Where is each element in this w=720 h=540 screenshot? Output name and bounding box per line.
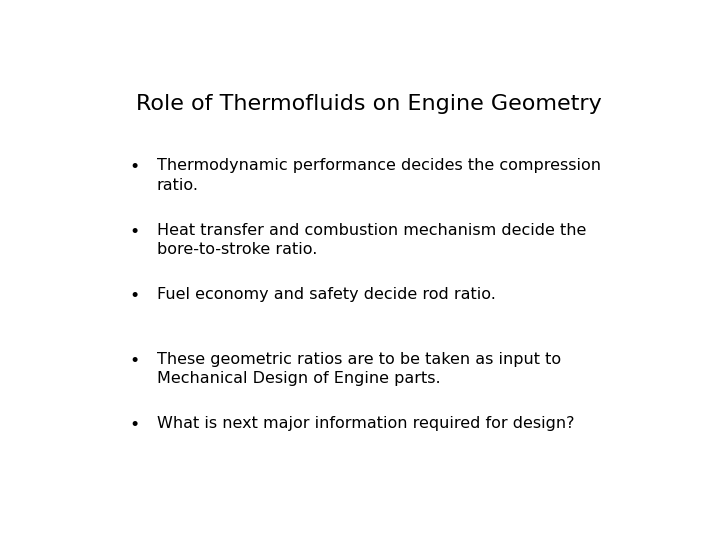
Text: Fuel economy and safety decide rod ratio.: Fuel economy and safety decide rod ratio…: [157, 287, 496, 302]
Text: Role of Thermofluids on Engine Geometry: Role of Thermofluids on Engine Geometry: [136, 94, 602, 114]
Text: •: •: [130, 352, 140, 370]
Text: Thermodynamic performance decides the compression
ratio.: Thermodynamic performance decides the co…: [157, 158, 601, 193]
Text: •: •: [130, 287, 140, 305]
Text: These geometric ratios are to be taken as input to
Mechanical Design of Engine p: These geometric ratios are to be taken a…: [157, 352, 561, 386]
Text: •: •: [130, 223, 140, 241]
Text: Heat transfer and combustion mechanism decide the
bore-to-stroke ratio.: Heat transfer and combustion mechanism d…: [157, 223, 586, 257]
Text: •: •: [130, 158, 140, 177]
Text: What is next major information required for design?: What is next major information required …: [157, 416, 575, 431]
Text: •: •: [130, 416, 140, 434]
